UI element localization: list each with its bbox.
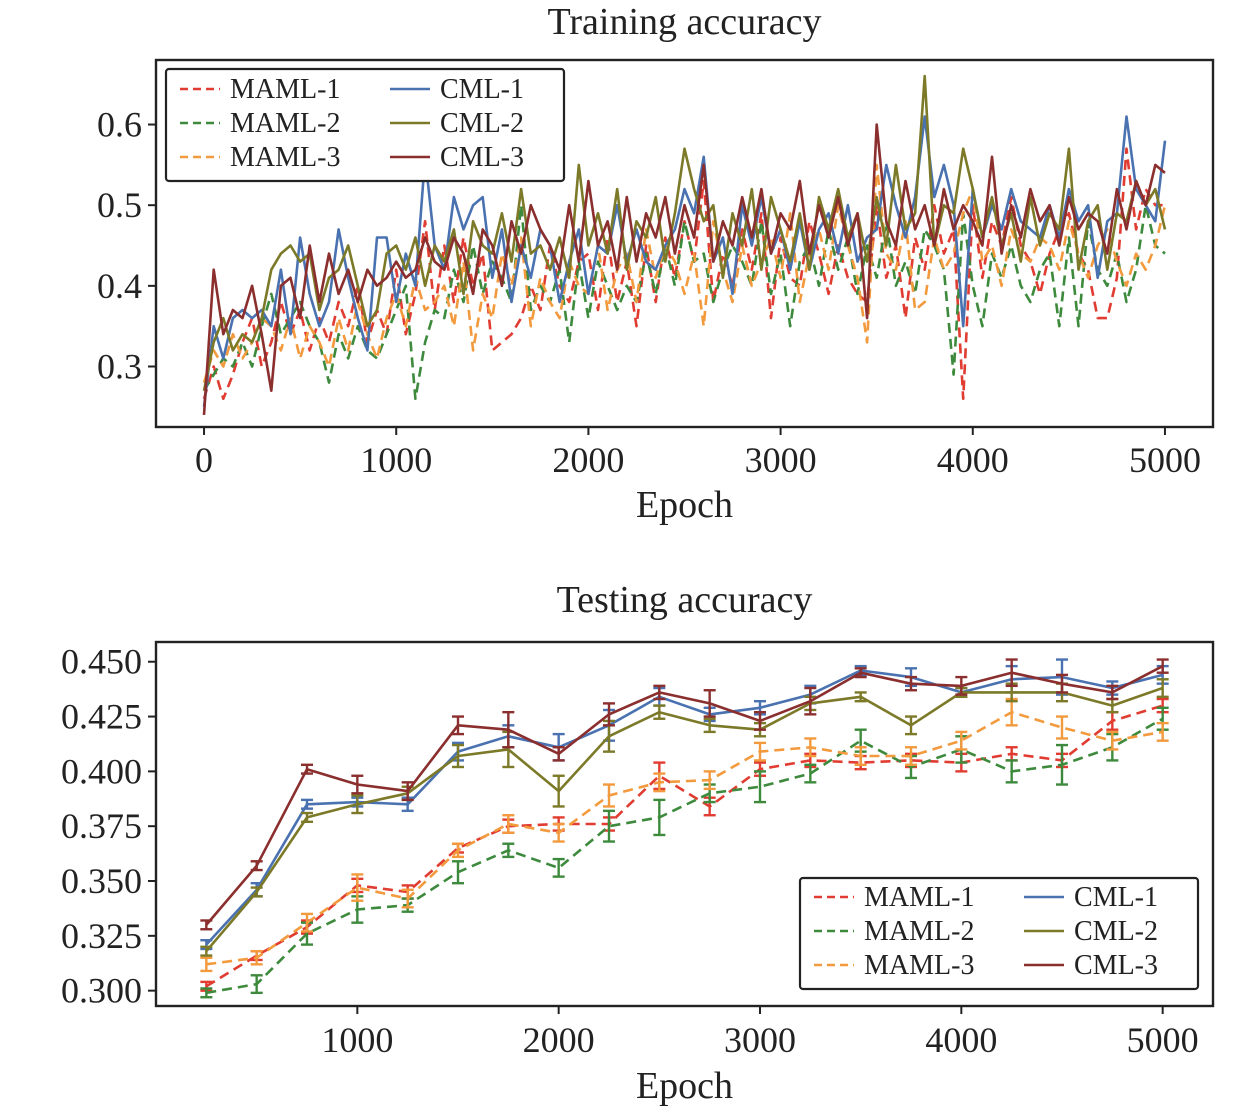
y-tick-label: 0.425 — [61, 697, 142, 737]
y-tick-label: 0.450 — [61, 642, 142, 682]
series-line — [202, 115, 1167, 407]
series-cml-3 — [200, 658, 1169, 931]
y-tick-label: 0.300 — [61, 971, 142, 1011]
legend-label: MAML-2 — [230, 108, 340, 139]
series-line — [205, 664, 1164, 926]
series-line — [202, 163, 1167, 383]
series-line — [206, 717, 1164, 995]
y-tick-label: 0.400 — [61, 751, 142, 791]
chart-title: Testing accuracy — [557, 579, 813, 621]
legend-label: CML-3 — [1074, 950, 1158, 981]
x-tick-label: 4000 — [925, 1020, 997, 1060]
chart-title: Training accuracy — [548, 1, 822, 43]
legend-label: CML-2 — [440, 108, 524, 139]
series-line — [206, 710, 1163, 966]
x-tick-label: 1000 — [360, 440, 432, 480]
series-line — [202, 123, 1166, 415]
x-tick-label: 5000 — [1129, 440, 1201, 480]
x-tick-label: 0 — [195, 440, 213, 480]
x-axis-label: Epoch — [636, 1065, 733, 1107]
plot-area — [200, 658, 1169, 999]
legend-label: MAML-1 — [230, 74, 340, 105]
x-tick-label: 3000 — [745, 440, 817, 480]
legend-label: CML-1 — [1074, 882, 1158, 913]
y-tick-label: 0.3 — [97, 347, 142, 387]
x-tick-label: 2000 — [523, 1020, 595, 1060]
y-tick-label: 0.5 — [97, 185, 142, 225]
legend-label: CML-3 — [440, 142, 524, 173]
series-maml-3 — [202, 163, 1167, 383]
x-tick-label: 4000 — [937, 440, 1009, 480]
chart-2: Testing accuracy 1000 2000 3000 4000 5000 0.30… — [61, 579, 1215, 1107]
plot-frame — [154, 640, 1215, 1008]
legend-label: MAML-3 — [230, 142, 340, 173]
plot-area — [202, 74, 1167, 415]
series-line — [205, 686, 1164, 953]
x-axis-label: Epoch — [636, 484, 733, 526]
series-maml-3 — [200, 697, 1169, 973]
x-tick-label: 1000 — [321, 1020, 393, 1060]
chart-1: Training accuracy 0 1000 2000 3000 4000 5000 0.… — [97, 1, 1215, 526]
plot-frame — [154, 58, 1215, 429]
legend-label: MAML-3 — [864, 950, 974, 981]
y-tick-label: 0.375 — [61, 806, 142, 846]
x-tick-label: 2000 — [552, 440, 624, 480]
y-tick-label: 0.325 — [61, 916, 142, 956]
legend-label: CML-2 — [1074, 916, 1158, 947]
y-tick-label: 0.4 — [97, 266, 142, 306]
legend-label: CML-1 — [440, 74, 524, 105]
series-cml-1 — [202, 115, 1167, 407]
legend-box — [798, 876, 1200, 991]
legend-box — [164, 67, 566, 183]
y-tick-label: 0.6 — [97, 105, 142, 145]
series-cml-3 — [202, 123, 1166, 415]
x-tick-label: 3000 — [724, 1020, 796, 1060]
y-tick-label: 0.350 — [61, 861, 142, 901]
x-tick-label: 5000 — [1127, 1020, 1199, 1060]
legend-label: MAML-2 — [864, 916, 974, 947]
legend-label: MAML-1 — [864, 882, 974, 913]
